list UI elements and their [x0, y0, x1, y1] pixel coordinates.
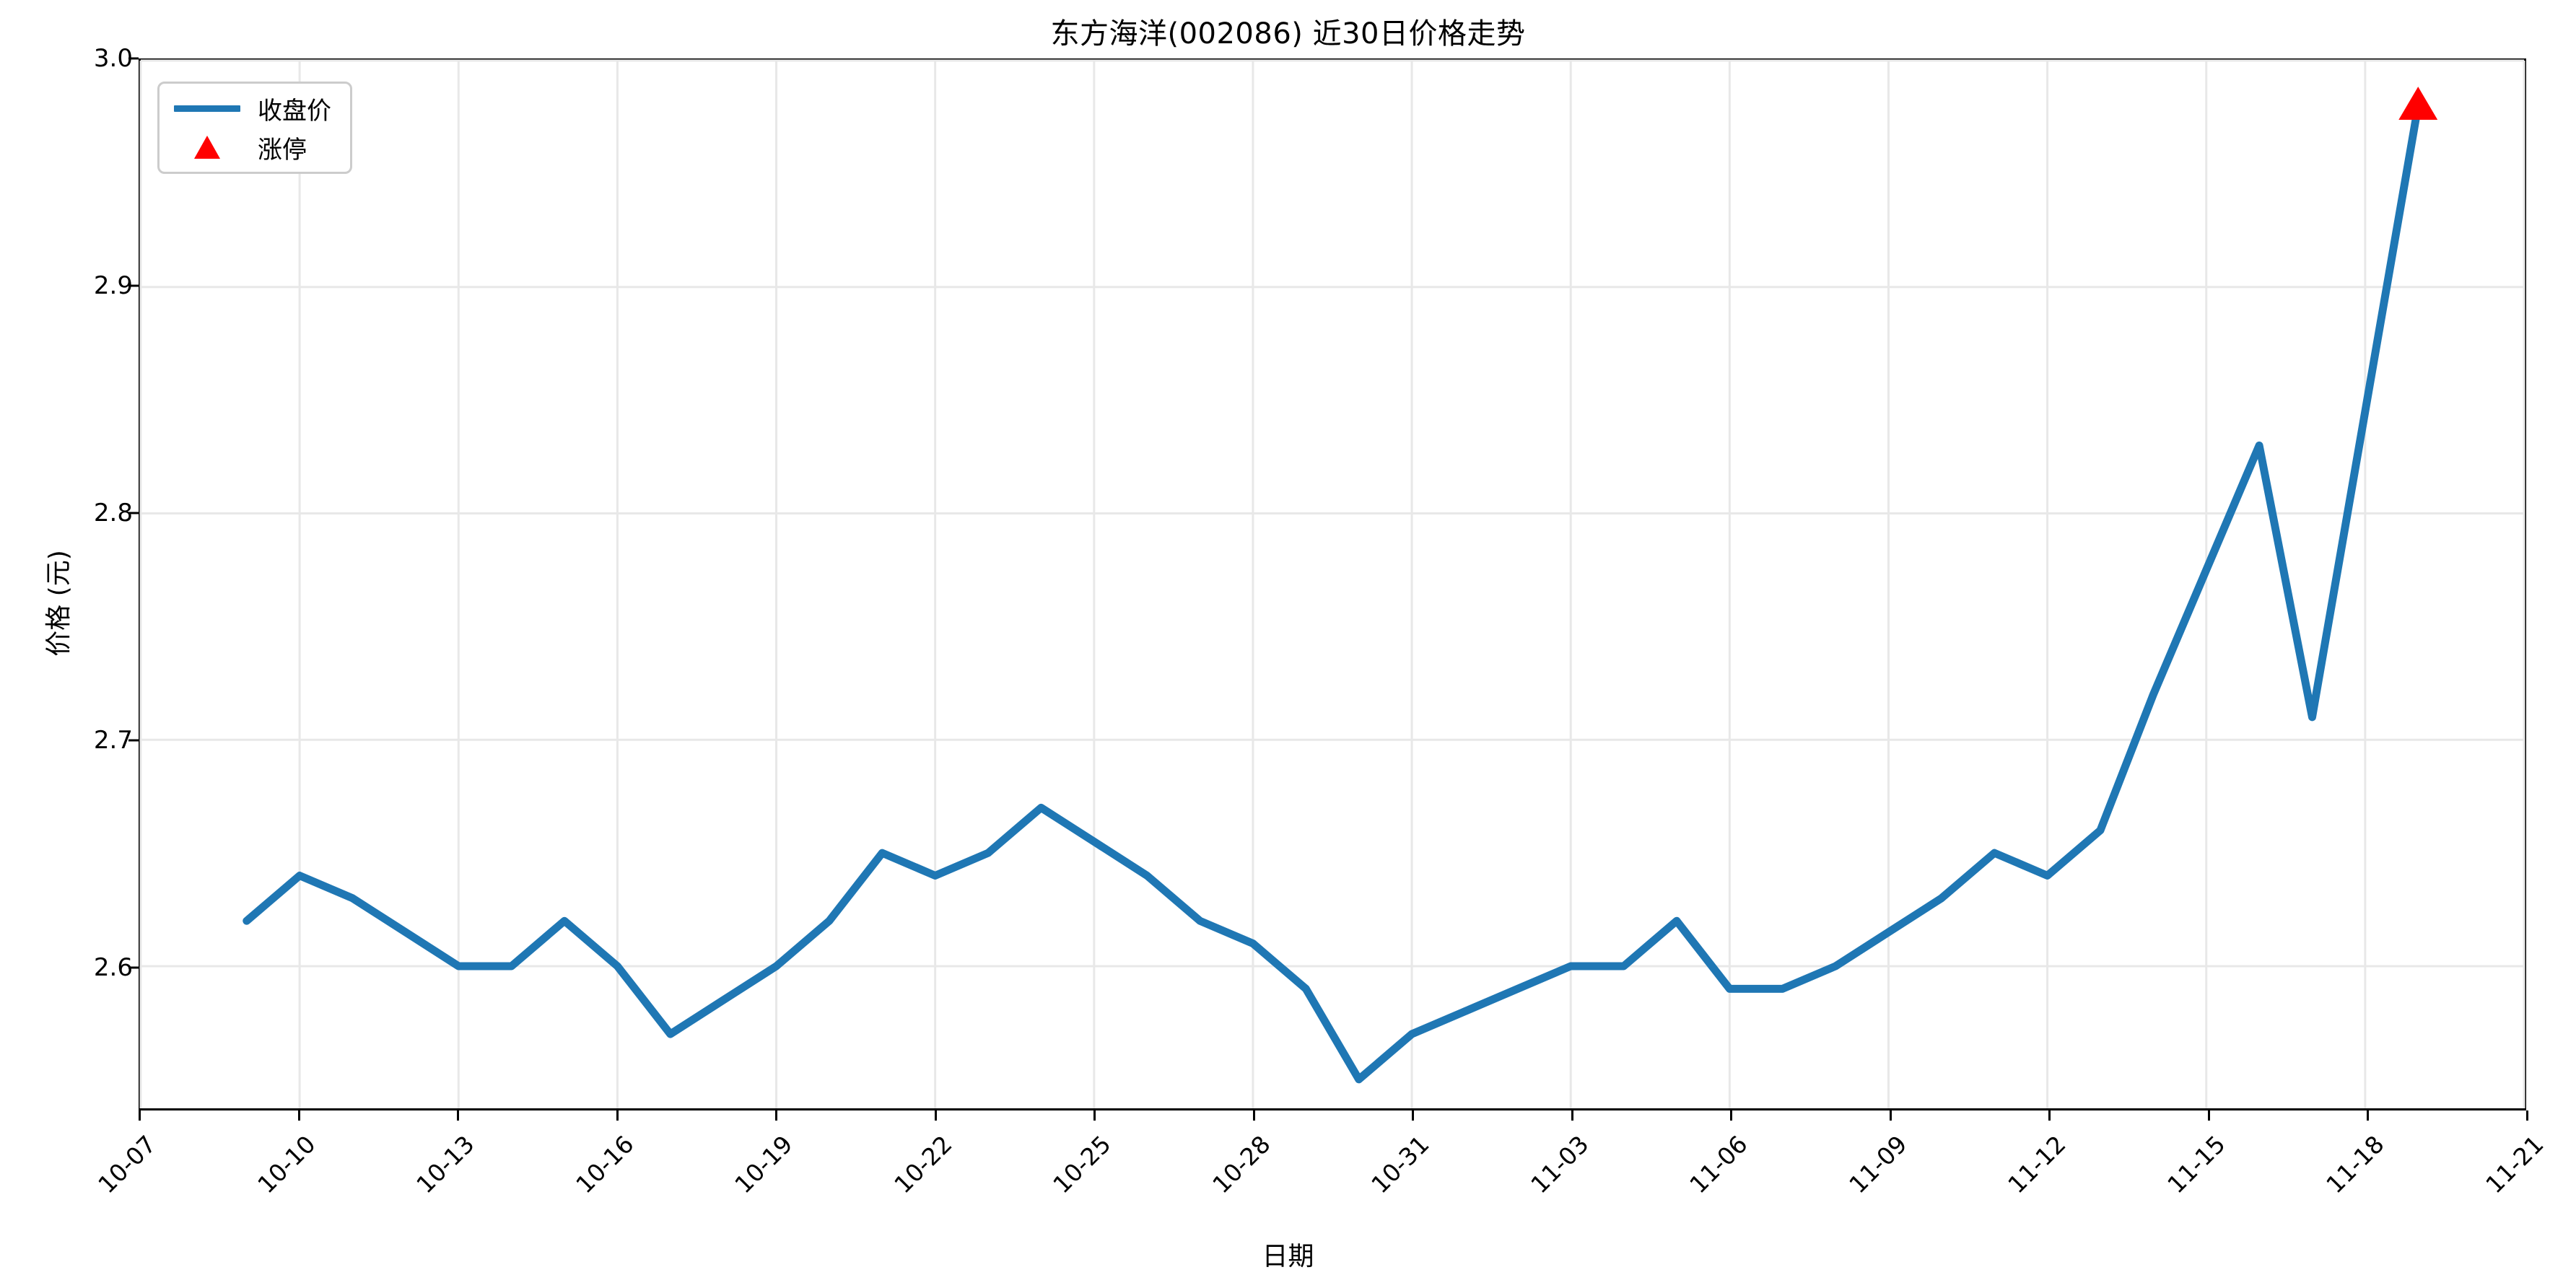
x-tick-mark	[139, 1110, 141, 1121]
close-price-line-icon	[173, 105, 242, 112]
y-tick-label: 2.6	[93, 953, 133, 983]
y-tick-label: 2.9	[93, 271, 133, 301]
x-tick-mark	[1730, 1110, 1733, 1121]
x-tick-label: 11-18	[2320, 1130, 2391, 1199]
x-tick-label: 10-16	[569, 1130, 639, 1199]
x-tick-mark	[2048, 1110, 2051, 1121]
y-tick-mark	[128, 284, 139, 287]
x-tick-label: 10-13	[411, 1130, 480, 1199]
x-tick-label: 11-09	[1843, 1130, 1913, 1199]
x-tick-label: 11-03	[1524, 1130, 1594, 1199]
y-tick-mark	[128, 966, 139, 969]
limit-up-marker	[2398, 87, 2438, 120]
x-tick-mark	[2526, 1110, 2528, 1121]
y-tick-mark	[128, 739, 139, 742]
x-tick-mark	[1571, 1110, 1573, 1121]
legend-item-close-price: 收盘价	[173, 94, 331, 126]
x-tick-mark	[457, 1110, 460, 1121]
x-tick-label: 10-31	[1366, 1130, 1435, 1199]
y-tick-label: 2.7	[93, 726, 133, 755]
x-tick-label: 10-19	[729, 1130, 798, 1199]
legend-label-close-price: 收盘价	[258, 96, 331, 126]
x-tick-mark	[1412, 1110, 1415, 1121]
x-tick-mark	[1093, 1110, 1096, 1121]
x-tick-mark	[775, 1110, 778, 1121]
y-axis-label: 价格 (元)	[44, 550, 74, 657]
y-tick-label: 3.0	[93, 44, 133, 73]
x-tick-label: 11-21	[2480, 1130, 2549, 1199]
x-tick-mark	[1252, 1110, 1255, 1121]
plot-area	[139, 58, 2526, 1110]
x-tick-label: 11-12	[2002, 1130, 2071, 1199]
chart-legend: 收盘价 涨停	[157, 82, 352, 174]
x-tick-mark	[2207, 1110, 2210, 1121]
x-tick-label: 10-07	[92, 1130, 162, 1199]
x-tick-mark	[616, 1110, 619, 1121]
series-layer	[243, 87, 2438, 1084]
x-tick-mark	[934, 1110, 937, 1121]
close-price-line	[243, 102, 2422, 1084]
x-tick-label: 10-10	[251, 1130, 321, 1199]
legend-label-limit-up: 涨停	[258, 135, 307, 165]
x-tick-mark	[1889, 1110, 1892, 1121]
x-tick-label: 10-25	[1047, 1130, 1117, 1199]
x-tick-label: 10-22	[888, 1130, 958, 1199]
x-tick-label: 10-28	[1206, 1130, 1276, 1199]
legend-item-limit-up: 涨停	[173, 133, 331, 165]
x-tick-label: 11-15	[2162, 1130, 2231, 1199]
x-tick-label: 11-06	[1684, 1130, 1753, 1199]
x-axis-label: 日期	[1262, 1242, 1314, 1271]
y-tick-mark	[128, 512, 139, 514]
limit-up-triangle-icon	[173, 136, 242, 159]
x-tick-mark	[2367, 1110, 2370, 1121]
x-tick-mark	[297, 1110, 300, 1121]
chart-title: 东方海洋(002086) 近30日价格走势	[1050, 17, 1526, 51]
y-tick-label: 2.8	[93, 499, 133, 528]
y-tick-mark	[128, 57, 139, 60]
